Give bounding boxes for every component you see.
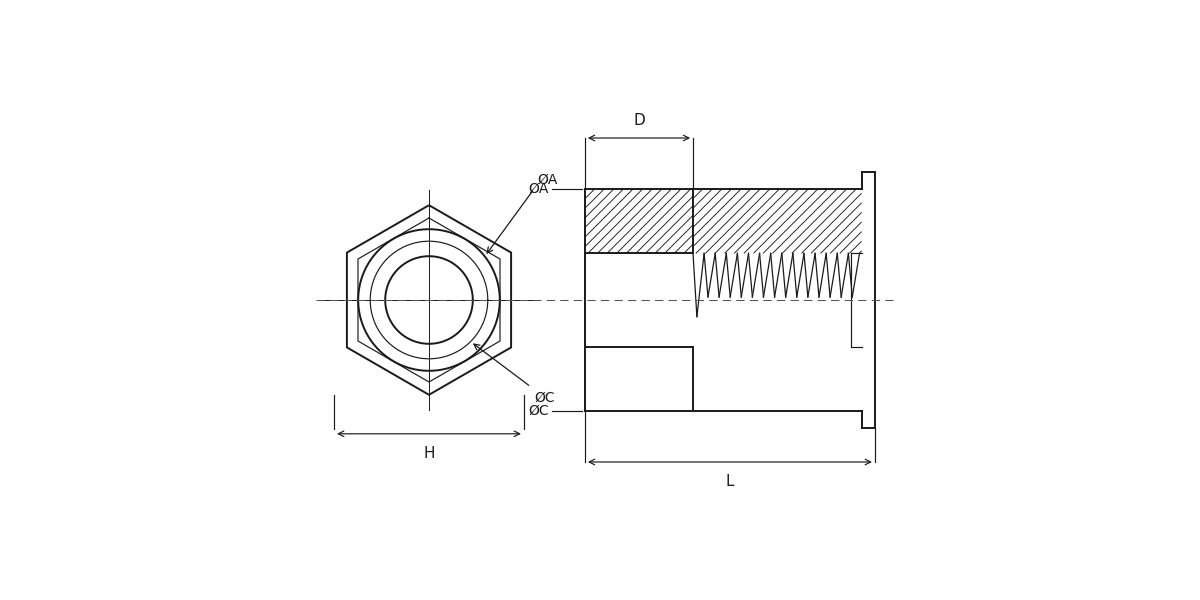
Text: L: L xyxy=(726,474,734,489)
Text: H: H xyxy=(424,446,434,461)
Text: ØA: ØA xyxy=(529,182,550,196)
Text: ØC: ØC xyxy=(528,404,550,418)
Text: ØC: ØC xyxy=(535,391,556,404)
Text: ØA: ØA xyxy=(538,173,558,187)
Text: D: D xyxy=(634,113,644,128)
